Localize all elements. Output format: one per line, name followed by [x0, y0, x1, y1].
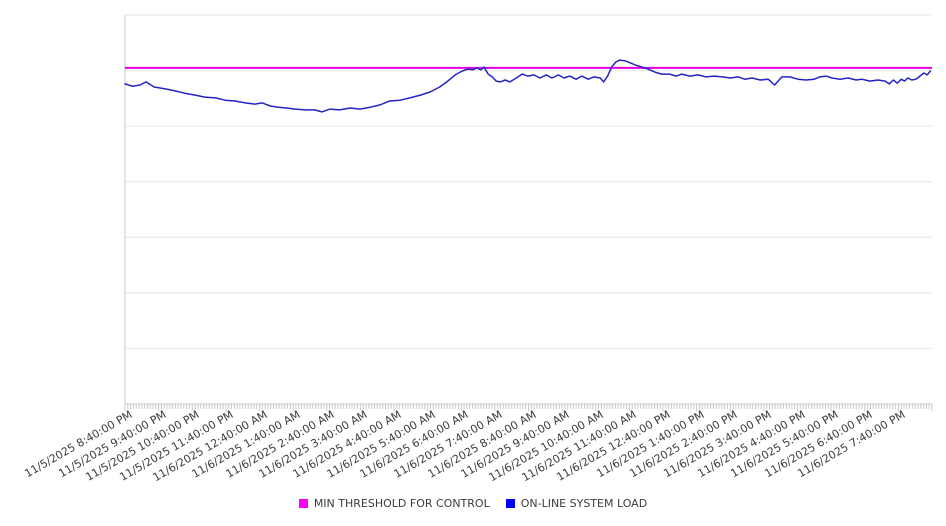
min-threshold-swatch-icon: [298, 499, 308, 508]
legend-item-min-threshold[interactable]: MIN THRESHOLD FOR CONTROL: [298, 497, 490, 510]
legend: MIN THRESHOLD FOR CONTROL ON-LINE SYSTEM…: [0, 497, 946, 510]
x-axis-tick-marks: [124, 404, 933, 411]
system-load-line: [124, 59, 932, 113]
legend-label-system-load: ON-LINE SYSTEM LOAD: [520, 497, 648, 510]
legend-item-system-load[interactable]: ON-LINE SYSTEM LOAD: [505, 497, 648, 510]
system-load-swatch-icon: [505, 499, 515, 508]
legend-label-min-threshold: MIN THRESHOLD FOR CONTROL: [313, 497, 490, 510]
